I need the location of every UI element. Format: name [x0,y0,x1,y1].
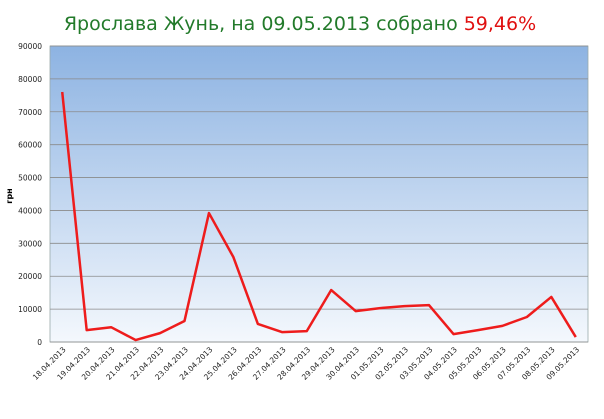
y-tick-label: 20000 [18,272,42,281]
y-tick-label: 0 [37,338,42,347]
y-tick-label: 50000 [18,174,42,183]
y-tick-label: 80000 [18,75,42,84]
plot-area [49,45,589,343]
title-text: Ярослава Жунь, на 09.05.2013 собрано [64,13,458,35]
y-tick-label: 90000 [18,42,42,51]
y-tick-label: 30000 [18,239,42,248]
title-highlight: 59,46% [464,13,536,35]
chart-title: Ярослава Жунь, на 09.05.2013 собрано 59,4… [64,13,536,35]
line [60,91,577,342]
y-tick-label: 40000 [18,206,42,215]
y-axis-label: грн [5,188,14,203]
y-tick-label: 60000 [18,141,42,150]
y-tick-label: 70000 [18,108,42,117]
y-tick-label: 10000 [18,305,42,314]
